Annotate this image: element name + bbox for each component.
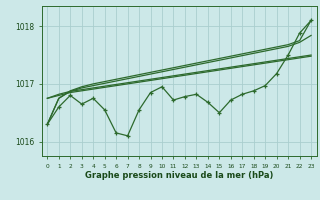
X-axis label: Graphe pression niveau de la mer (hPa): Graphe pression niveau de la mer (hPa) xyxy=(85,171,273,180)
